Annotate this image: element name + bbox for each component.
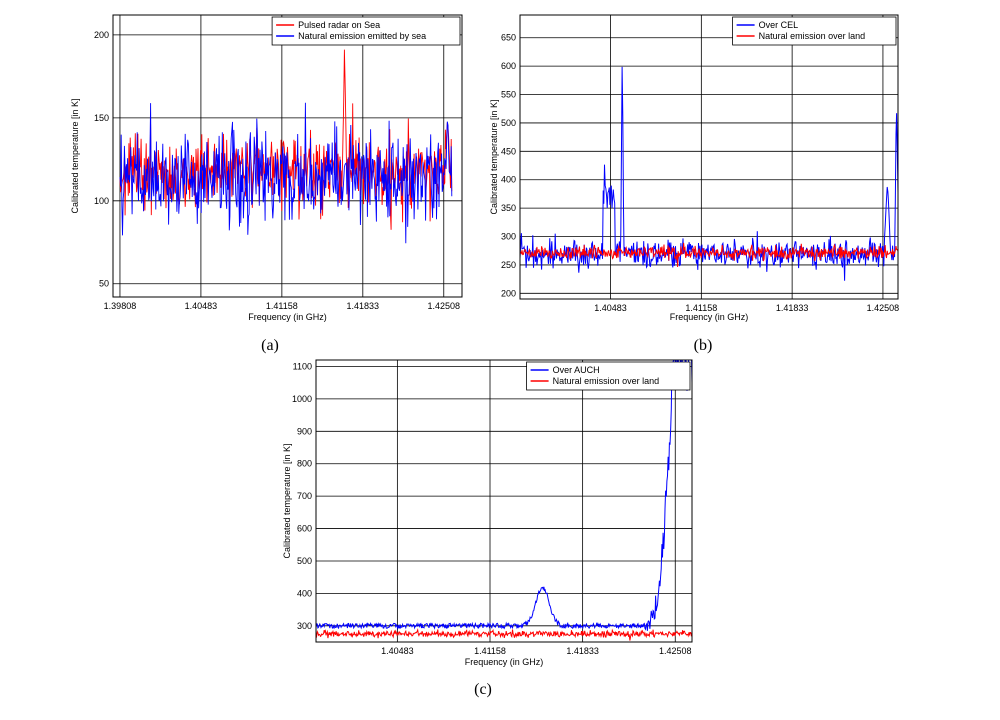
y-tick-label: 1100 bbox=[293, 361, 312, 371]
y-axis-label: Calibrated temperature [in K] bbox=[70, 98, 80, 213]
legend-entry: Natural emission over land bbox=[759, 31, 866, 41]
legend-entry: Over CEL bbox=[759, 20, 799, 30]
plot-frame bbox=[519, 14, 899, 300]
x-axis-label: Frequency (in GHz) bbox=[465, 657, 544, 667]
y-axis-label: Calibrated temperature [in K] bbox=[489, 99, 499, 214]
x-axis-label: Frequency (in GHz) bbox=[670, 312, 749, 322]
legend-box bbox=[526, 361, 691, 391]
y-tick-label: 600 bbox=[297, 524, 312, 534]
panel-caption: (a) bbox=[261, 337, 279, 354]
panel-caption: (b) bbox=[694, 337, 713, 354]
plot-area bbox=[316, 360, 692, 642]
x-tick-label: 1.41833 bbox=[347, 301, 380, 311]
y-tick-label: 300 bbox=[297, 621, 312, 631]
plot-frame bbox=[315, 359, 693, 643]
legend-entry: Over AUCH bbox=[553, 365, 600, 375]
y-tick-label: 200 bbox=[501, 288, 516, 298]
legend-entry: Natural emission over land bbox=[553, 376, 660, 386]
series-line-1 bbox=[119, 49, 453, 230]
chart-c: 1.40483 1.41158 1.41833 1.42508 300 400 500 600… bbox=[282, 359, 693, 698]
y-tick-label: 400 bbox=[501, 175, 516, 185]
chart-a: 1.39808 1.40483 1.41158 1.41833 1.42508 50 100… bbox=[70, 14, 463, 354]
y-tick-label: 50 bbox=[99, 279, 109, 289]
series-line-1 bbox=[520, 66, 898, 281]
x-tick-label: 1.39808 bbox=[104, 301, 137, 311]
x-tick-label: 1.41158 bbox=[685, 303, 717, 313]
x-tick-label: 1.41833 bbox=[566, 646, 599, 656]
panel-caption: (c) bbox=[474, 681, 492, 698]
series-line-1 bbox=[316, 360, 692, 631]
y-tick-label: 100 bbox=[94, 196, 109, 206]
y-tick-label: 1000 bbox=[292, 394, 312, 404]
x-tick-label: 1.42508 bbox=[427, 301, 460, 311]
x-tick-label: 1.41833 bbox=[776, 303, 809, 313]
y-tick-label: 800 bbox=[297, 459, 312, 469]
y-tick-label: 500 bbox=[297, 556, 312, 566]
x-axis-label: Frequency (in GHz) bbox=[248, 312, 327, 322]
y-tick-label: 300 bbox=[501, 232, 516, 242]
y-tick-label: 350 bbox=[501, 203, 516, 213]
series-line-2 bbox=[520, 242, 898, 268]
legend-entry: Pulsed radar on Sea bbox=[298, 20, 380, 30]
series-line-2 bbox=[316, 628, 692, 641]
plot-frame bbox=[112, 14, 463, 298]
y-tick-label: 900 bbox=[297, 426, 312, 436]
y-axis-label: Calibrated temperature [in K] bbox=[282, 443, 292, 558]
x-tick-label: 1.41158 bbox=[266, 301, 298, 311]
y-tick-label: 500 bbox=[501, 118, 516, 128]
y-tick-label: 700 bbox=[297, 491, 312, 501]
legend-entry: Natural emission emitted by sea bbox=[298, 31, 426, 41]
x-tick-label: 1.42508 bbox=[659, 646, 692, 656]
x-tick-label: 1.42508 bbox=[867, 303, 900, 313]
x-tick-label: 1.40483 bbox=[381, 646, 414, 656]
y-tick-label: 450 bbox=[501, 146, 516, 156]
x-tick-label: 1.41158 bbox=[474, 646, 506, 656]
chart-b: 1.40483 1.41158 1.41833 1.42508 200 250 300 350… bbox=[489, 14, 900, 354]
y-tick-label: 250 bbox=[501, 260, 516, 270]
y-tick-label: 200 bbox=[94, 30, 109, 40]
legend-box bbox=[271, 16, 461, 46]
y-tick-label: 650 bbox=[501, 33, 516, 43]
legend-box bbox=[732, 16, 897, 46]
x-tick-label: 1.40483 bbox=[185, 301, 218, 311]
series-line-2 bbox=[119, 102, 453, 244]
y-tick-label: 150 bbox=[94, 113, 109, 123]
x-tick-label: 1.40483 bbox=[594, 303, 627, 313]
y-tick-label: 400 bbox=[297, 588, 312, 598]
y-tick-label: 550 bbox=[501, 90, 516, 100]
y-tick-label: 600 bbox=[501, 61, 516, 71]
